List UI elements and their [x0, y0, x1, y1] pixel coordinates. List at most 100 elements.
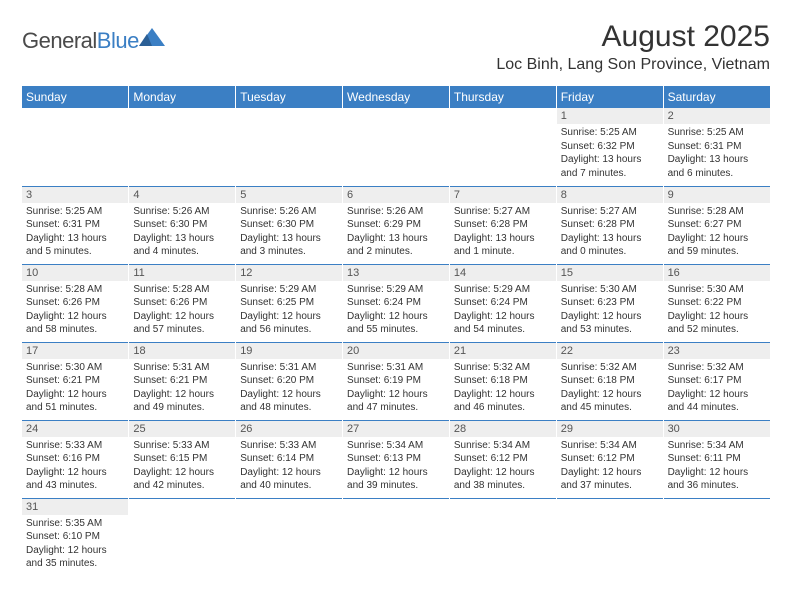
weekday-row: Sunday Monday Tuesday Wednesday Thursday… [22, 86, 770, 108]
day-content: Sunrise: 5:34 AMSunset: 6:12 PMDaylight:… [557, 437, 663, 497]
calendar-cell: 30Sunrise: 5:34 AMSunset: 6:11 PMDayligh… [663, 420, 770, 498]
daylight-line: Daylight: 13 hours and 7 minutes. [561, 153, 659, 180]
day-number: 27 [343, 421, 449, 437]
day-content: Sunrise: 5:25 AMSunset: 6:31 PMDaylight:… [664, 124, 770, 184]
sunset-line: Sunset: 6:16 PM [26, 452, 124, 466]
sunset-line: Sunset: 6:13 PM [347, 452, 445, 466]
sunrise-line: Sunrise: 5:28 AM [668, 205, 766, 219]
daylight-line: Daylight: 12 hours and 59 minutes. [668, 232, 766, 259]
logo: GeneralBlue [22, 28, 165, 54]
day-number: 26 [236, 421, 342, 437]
calendar-cell [449, 108, 556, 186]
sunset-line: Sunset: 6:32 PM [561, 140, 659, 154]
sunset-line: Sunset: 6:30 PM [240, 218, 338, 232]
daylight-line: Daylight: 12 hours and 40 minutes. [240, 466, 338, 493]
sunrise-line: Sunrise: 5:34 AM [454, 439, 552, 453]
day-content: Sunrise: 5:26 AMSunset: 6:30 PMDaylight:… [129, 203, 235, 263]
calendar-cell: 23Sunrise: 5:32 AMSunset: 6:17 PMDayligh… [663, 342, 770, 420]
sunrise-line: Sunrise: 5:32 AM [668, 361, 766, 375]
day-content: Sunrise: 5:26 AMSunset: 6:29 PMDaylight:… [343, 203, 449, 263]
calendar-cell: 12Sunrise: 5:29 AMSunset: 6:25 PMDayligh… [236, 264, 343, 342]
daylight-line: Daylight: 12 hours and 37 minutes. [561, 466, 659, 493]
day-number: 20 [343, 343, 449, 359]
weekday-header: Monday [129, 86, 236, 108]
sunset-line: Sunset: 6:29 PM [347, 218, 445, 232]
logo-icon [139, 28, 165, 46]
calendar-cell: 31Sunrise: 5:35 AMSunset: 6:10 PMDayligh… [22, 498, 129, 576]
calendar-cell [129, 108, 236, 186]
logo-text: GeneralBlue [22, 28, 139, 54]
day-number: 12 [236, 265, 342, 281]
sunset-line: Sunset: 6:27 PM [668, 218, 766, 232]
day-number: 15 [557, 265, 663, 281]
sunset-line: Sunset: 6:14 PM [240, 452, 338, 466]
day-content: Sunrise: 5:31 AMSunset: 6:21 PMDaylight:… [129, 359, 235, 419]
daylight-line: Daylight: 12 hours and 43 minutes. [26, 466, 124, 493]
daylight-line: Daylight: 12 hours and 51 minutes. [26, 388, 124, 415]
day-number: 4 [129, 187, 235, 203]
daylight-line: Daylight: 12 hours and 46 minutes. [454, 388, 552, 415]
day-content: Sunrise: 5:26 AMSunset: 6:30 PMDaylight:… [236, 203, 342, 263]
day-number: 29 [557, 421, 663, 437]
daylight-line: Daylight: 12 hours and 55 minutes. [347, 310, 445, 337]
sunrise-line: Sunrise: 5:27 AM [454, 205, 552, 219]
sunset-line: Sunset: 6:18 PM [561, 374, 659, 388]
day-number: 22 [557, 343, 663, 359]
sunrise-line: Sunrise: 5:31 AM [240, 361, 338, 375]
daylight-line: Daylight: 12 hours and 36 minutes. [668, 466, 766, 493]
daylight-line: Daylight: 12 hours and 42 minutes. [133, 466, 231, 493]
sunrise-line: Sunrise: 5:31 AM [133, 361, 231, 375]
sunrise-line: Sunrise: 5:30 AM [668, 283, 766, 297]
calendar-cell: 6Sunrise: 5:26 AMSunset: 6:29 PMDaylight… [343, 186, 450, 264]
daylight-line: Daylight: 13 hours and 6 minutes. [668, 153, 766, 180]
calendar-cell: 28Sunrise: 5:34 AMSunset: 6:12 PMDayligh… [449, 420, 556, 498]
daylight-line: Daylight: 13 hours and 5 minutes. [26, 232, 124, 259]
calendar-cell: 19Sunrise: 5:31 AMSunset: 6:20 PMDayligh… [236, 342, 343, 420]
sunset-line: Sunset: 6:18 PM [454, 374, 552, 388]
weekday-header: Wednesday [343, 86, 450, 108]
daylight-line: Daylight: 12 hours and 57 minutes. [133, 310, 231, 337]
sunrise-line: Sunrise: 5:34 AM [668, 439, 766, 453]
calendar-cell: 4Sunrise: 5:26 AMSunset: 6:30 PMDaylight… [129, 186, 236, 264]
sunrise-line: Sunrise: 5:25 AM [26, 205, 124, 219]
weekday-header: Saturday [663, 86, 770, 108]
sunset-line: Sunset: 6:19 PM [347, 374, 445, 388]
sunrise-line: Sunrise: 5:30 AM [561, 283, 659, 297]
calendar-cell: 3Sunrise: 5:25 AMSunset: 6:31 PMDaylight… [22, 186, 129, 264]
calendar-cell: 13Sunrise: 5:29 AMSunset: 6:24 PMDayligh… [343, 264, 450, 342]
sunset-line: Sunset: 6:11 PM [668, 452, 766, 466]
calendar-table: Sunday Monday Tuesday Wednesday Thursday… [22, 86, 770, 576]
sunrise-line: Sunrise: 5:33 AM [26, 439, 124, 453]
day-number: 3 [22, 187, 128, 203]
day-content: Sunrise: 5:35 AMSunset: 6:10 PMDaylight:… [22, 515, 128, 575]
calendar-cell: 5Sunrise: 5:26 AMSunset: 6:30 PMDaylight… [236, 186, 343, 264]
day-number: 5 [236, 187, 342, 203]
sunrise-line: Sunrise: 5:26 AM [347, 205, 445, 219]
daylight-line: Daylight: 12 hours and 44 minutes. [668, 388, 766, 415]
day-content: Sunrise: 5:30 AMSunset: 6:21 PMDaylight:… [22, 359, 128, 419]
daylight-line: Daylight: 12 hours and 38 minutes. [454, 466, 552, 493]
day-content: Sunrise: 5:25 AMSunset: 6:31 PMDaylight:… [22, 203, 128, 263]
day-number: 1 [557, 108, 663, 124]
daylight-line: Daylight: 12 hours and 35 minutes. [26, 544, 124, 571]
calendar-cell: 18Sunrise: 5:31 AMSunset: 6:21 PMDayligh… [129, 342, 236, 420]
day-content: Sunrise: 5:33 AMSunset: 6:14 PMDaylight:… [236, 437, 342, 497]
calendar-cell: 11Sunrise: 5:28 AMSunset: 6:26 PMDayligh… [129, 264, 236, 342]
weekday-header: Friday [556, 86, 663, 108]
day-content: Sunrise: 5:33 AMSunset: 6:16 PMDaylight:… [22, 437, 128, 497]
sunset-line: Sunset: 6:12 PM [454, 452, 552, 466]
calendar-cell: 15Sunrise: 5:30 AMSunset: 6:23 PMDayligh… [556, 264, 663, 342]
sunset-line: Sunset: 6:12 PM [561, 452, 659, 466]
day-number: 25 [129, 421, 235, 437]
day-content: Sunrise: 5:31 AMSunset: 6:20 PMDaylight:… [236, 359, 342, 419]
calendar-cell: 25Sunrise: 5:33 AMSunset: 6:15 PMDayligh… [129, 420, 236, 498]
day-content: Sunrise: 5:30 AMSunset: 6:23 PMDaylight:… [557, 281, 663, 341]
sunrise-line: Sunrise: 5:35 AM [26, 517, 124, 531]
sunset-line: Sunset: 6:31 PM [668, 140, 766, 154]
day-number: 31 [22, 499, 128, 515]
day-number: 13 [343, 265, 449, 281]
daylight-line: Daylight: 12 hours and 53 minutes. [561, 310, 659, 337]
daylight-line: Daylight: 13 hours and 3 minutes. [240, 232, 338, 259]
sunrise-line: Sunrise: 5:26 AM [240, 205, 338, 219]
day-content: Sunrise: 5:27 AMSunset: 6:28 PMDaylight:… [450, 203, 556, 263]
